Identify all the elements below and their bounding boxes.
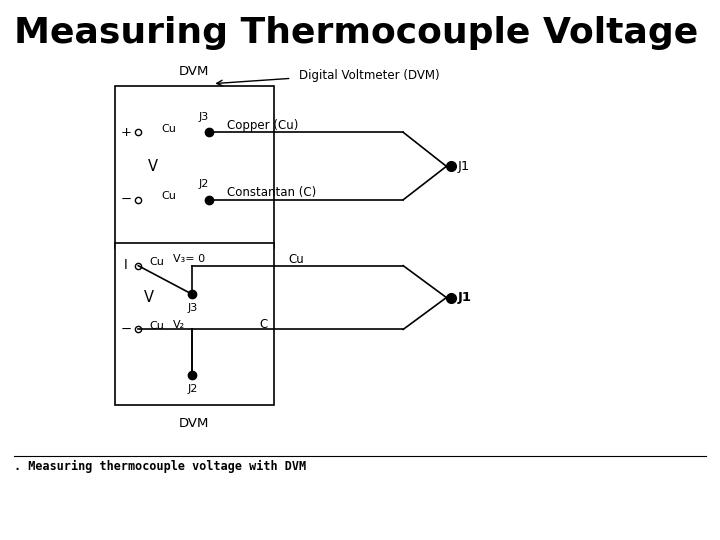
Text: l: l xyxy=(124,259,128,272)
Text: V₃= 0: V₃= 0 xyxy=(173,254,205,264)
Bar xyxy=(115,243,274,405)
Text: −: − xyxy=(120,323,132,336)
Text: J3: J3 xyxy=(199,111,209,122)
Bar xyxy=(115,86,274,248)
Text: DVM: DVM xyxy=(179,417,210,430)
Text: Measuring Thermocouple Voltage: Measuring Thermocouple Voltage xyxy=(14,16,698,50)
Text: C: C xyxy=(259,318,267,330)
Text: Constantan (C): Constantan (C) xyxy=(227,186,316,199)
Text: Cu: Cu xyxy=(149,321,164,331)
Text: Cu: Cu xyxy=(288,253,304,266)
Text: V₂: V₂ xyxy=(173,320,185,330)
Text: Cu: Cu xyxy=(161,124,176,133)
Text: J3: J3 xyxy=(187,303,197,314)
Text: . Measuring thermocouple voltage with DVM: . Measuring thermocouple voltage with DV… xyxy=(14,460,307,473)
Text: −: − xyxy=(120,193,132,206)
Text: Copper (Cu): Copper (Cu) xyxy=(227,119,298,132)
Text: J1: J1 xyxy=(458,160,470,173)
Text: J2: J2 xyxy=(199,179,209,189)
Text: Digital Voltmeter (DVM): Digital Voltmeter (DVM) xyxy=(299,69,439,82)
Text: V: V xyxy=(148,159,158,174)
Text: Cu: Cu xyxy=(149,257,164,267)
Text: J2: J2 xyxy=(187,384,197,395)
Text: DVM: DVM xyxy=(179,65,210,78)
Text: Cu: Cu xyxy=(161,191,176,201)
Text: V: V xyxy=(144,290,154,305)
Text: +: + xyxy=(120,126,132,139)
Text: J1: J1 xyxy=(458,291,472,304)
